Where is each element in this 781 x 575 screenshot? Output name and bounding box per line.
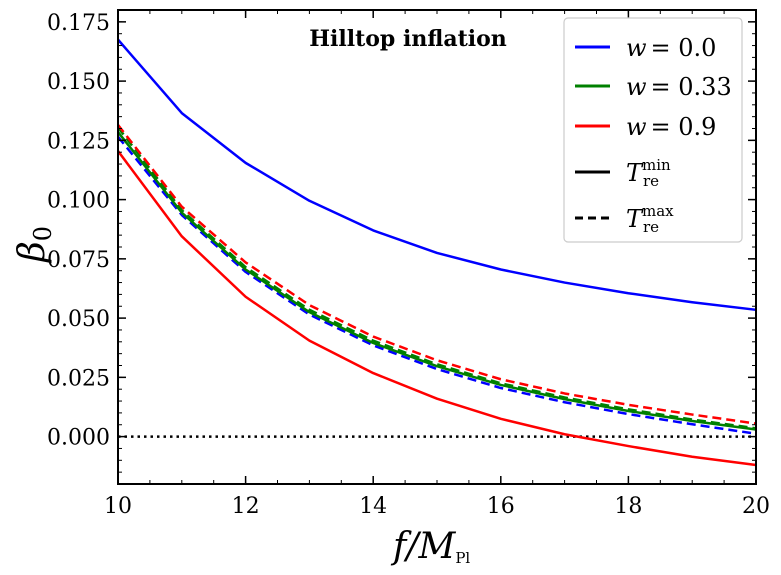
y-tick-label: 0.100 — [47, 189, 110, 214]
legend-label-symbol: w — [626, 34, 647, 62]
legend-label-value: = 0.9 — [651, 113, 717, 141]
legend-label: w = 0.33 — [626, 73, 732, 101]
x-axis-label: f/MPl — [390, 526, 470, 567]
y-axis-label-subscript: 0 — [29, 226, 57, 241]
legend-label: Tmin — [626, 156, 671, 187]
legend-label-superscript: min — [642, 156, 671, 174]
legend-label: w = 0.9 — [626, 113, 716, 141]
legend-box — [563, 17, 743, 243]
y-tick-label: 0.175 — [47, 11, 110, 36]
chart-annotation: Hilltop inflation — [309, 26, 507, 52]
legend-label-symbol: w — [626, 73, 647, 101]
series-line-5 — [117, 124, 757, 425]
legend-label-superscript: max — [642, 202, 674, 220]
x-tick-label: 16 — [487, 494, 515, 519]
legend-label-subscript: re — [643, 172, 659, 190]
y-tick-label: 0.050 — [47, 307, 110, 332]
legend-label-symbol: T — [626, 205, 644, 233]
y-tick-label: 0.025 — [47, 366, 110, 391]
legend-label-symbol: T — [626, 159, 644, 187]
legend-item: w = 0.9 — [575, 113, 716, 141]
y-tick-label: 0.125 — [47, 129, 110, 154]
legend-label-value: = 0.0 — [651, 34, 717, 62]
x-tick-label: 18 — [614, 494, 642, 519]
series-line-2 — [117, 136, 757, 435]
legend-label: Tmax — [626, 202, 674, 233]
series-line-4 — [117, 131, 757, 431]
x-tick-label: 20 — [742, 494, 770, 519]
x-axis-label-subscript: Pl — [455, 549, 470, 567]
legend-item: w = 0.0 — [575, 34, 716, 62]
x-tick-label: 10 — [104, 494, 132, 519]
series-line-6 — [116, 150, 757, 467]
series-line-3 — [117, 126, 757, 430]
x-tick-label: 12 — [232, 494, 260, 519]
legend-label-symbol: w — [626, 113, 647, 141]
ticks-layer: 10 12 14 16 18 20 0.000 0.025 0.050 0.075 0.100 0.1… — [47, 9, 770, 519]
y-tick-label: 0.075 — [47, 248, 110, 273]
x-tick-label: 14 — [359, 494, 387, 519]
y-tick-label: 0.150 — [47, 70, 110, 95]
plot-frame — [117, 9, 757, 485]
series-layer — [116, 38, 757, 467]
legend-label: w = 0.0 — [626, 34, 716, 62]
legend-label-subscript: re — [643, 218, 659, 236]
y-axis-label: β0 — [12, 226, 57, 264]
series-line-1 — [117, 38, 757, 312]
legend-label-value: = 0.33 — [651, 73, 732, 101]
y-axis-label-main: β — [12, 241, 53, 264]
y-tick-label: 0.000 — [47, 426, 110, 451]
x-axis-label-main: f/M — [390, 526, 456, 567]
legend-item: w = 0.33 — [575, 73, 732, 101]
